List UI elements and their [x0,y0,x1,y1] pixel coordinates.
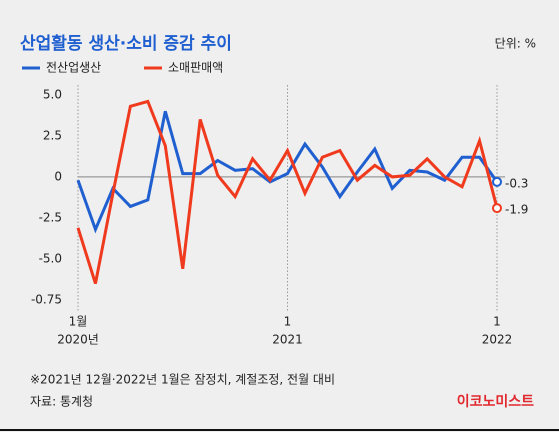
legend-label: 전산업생산 [46,61,101,75]
value-label: -0.3 [505,176,528,190]
legend-label: 소매판매액 [168,61,223,75]
unit-label: 단위: % [495,37,536,51]
series-line [76,99,499,285]
value-label: -1.9 [505,203,528,217]
x-tick-label: 1 [493,315,501,329]
x-year-label: 2021 [272,333,303,347]
x-tick-label: 1월 [69,315,88,329]
y-tick-label: 2.5 [43,128,62,142]
y-tick-label: -0.75 [31,293,62,307]
y-tick-label: -5.0 [39,251,62,265]
end-marker [492,176,502,187]
brand: 이코노미스트 [457,393,534,410]
source: 자료: 통계청 [30,395,93,409]
x-tick-label: 1 [284,315,292,329]
x-year-label: 2020년 [57,333,99,347]
series-line [76,110,499,234]
end-marker [492,203,502,214]
chart-title: 산업활동 생산·소비 증감 추이 [20,33,232,54]
y-tick-label: 5.0 [43,87,62,101]
x-year-label: 2022 [482,333,513,347]
note: ※2021년 12월·2022년 1월은 잠정치, 계절조정, 전월 대비 [30,373,335,387]
y-tick-label: -2.5 [39,210,62,224]
y-tick-label: 0 [54,169,62,183]
